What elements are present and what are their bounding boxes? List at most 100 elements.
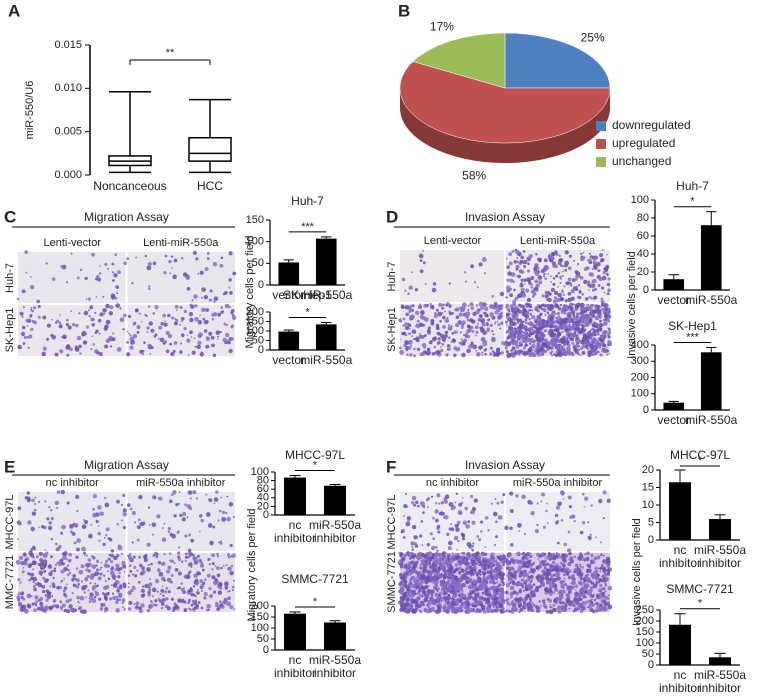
cell-stain <box>487 564 491 568</box>
cell-stain <box>63 586 68 590</box>
cell-stain <box>151 522 157 528</box>
cell-stain <box>462 601 467 605</box>
cell-stain <box>429 565 434 570</box>
cell-stain <box>48 571 53 577</box>
cell-stain <box>424 584 429 589</box>
cell-stain <box>431 336 437 342</box>
cell-stain <box>572 316 577 321</box>
cell-stain <box>459 306 462 310</box>
cell-stain <box>426 542 430 547</box>
cell-stain <box>207 523 213 528</box>
cell-stain <box>46 517 50 521</box>
cell-stain <box>224 581 229 587</box>
cell-stain <box>404 340 409 345</box>
cell-stain <box>522 324 525 327</box>
cell-stain <box>587 606 590 609</box>
cell-stain <box>189 497 192 500</box>
cell-stain <box>591 581 595 585</box>
cell-stain <box>110 293 116 299</box>
cell-stain <box>91 323 96 327</box>
cell-stain <box>601 579 605 583</box>
cell-stain <box>553 324 559 330</box>
cell-stain <box>214 577 218 581</box>
cell-stain <box>559 346 564 351</box>
cell-stain <box>479 573 482 576</box>
cell-stain <box>505 340 508 343</box>
cell-stain <box>183 600 187 604</box>
cell-stain <box>131 282 134 285</box>
cell-stain <box>571 576 576 582</box>
cell-stain <box>186 338 191 343</box>
cell-stain <box>440 510 443 512</box>
cell-stain <box>579 563 582 566</box>
cell-stain <box>522 259 528 265</box>
cell-stain <box>43 605 49 611</box>
cell-stain <box>464 280 467 283</box>
cell-stain <box>543 309 547 313</box>
y-tick-label: 0 <box>648 534 654 546</box>
cell-stain <box>534 528 539 534</box>
cell-stain <box>158 325 163 330</box>
cell-stain <box>573 597 578 601</box>
cell-stain <box>406 586 411 591</box>
cell-stain <box>479 348 482 351</box>
cell-stain <box>478 584 484 589</box>
cell-stain <box>144 584 148 588</box>
cell-stain <box>432 537 436 541</box>
cell-stain <box>55 547 60 552</box>
cell-stain <box>507 597 510 600</box>
cell-stain <box>181 257 184 260</box>
cell-stain <box>56 585 61 590</box>
cell-stain <box>526 577 531 582</box>
cell-stain <box>507 329 512 334</box>
cell-stain <box>535 605 539 610</box>
cell-stain <box>528 608 531 611</box>
cell-stain <box>66 609 71 614</box>
cell-stain <box>448 558 452 562</box>
cell-stain <box>147 586 151 589</box>
cell-stain <box>560 297 565 302</box>
cell-stain <box>427 326 431 330</box>
cell-stain <box>510 543 514 547</box>
cell-stain <box>105 319 111 325</box>
cell-stain <box>436 549 439 552</box>
cell-stain <box>208 331 213 336</box>
cell-stain <box>471 319 476 324</box>
cell-stain <box>584 604 587 607</box>
cell-stain <box>94 571 99 576</box>
cell-stain <box>415 603 419 607</box>
cell-stain <box>430 321 435 326</box>
cell-stain <box>111 592 115 595</box>
cell-stain <box>581 310 584 313</box>
cell-stain <box>556 312 560 316</box>
cell-stain <box>76 547 80 552</box>
cell-stain <box>116 347 122 352</box>
cell-stain <box>63 566 68 572</box>
cell-stain <box>456 520 461 525</box>
cell-stain <box>147 262 152 267</box>
cell-stain <box>447 336 451 340</box>
y-axis-label: miR-550/U6 <box>24 81 36 140</box>
cell-stain <box>446 555 449 558</box>
cell-stain <box>407 519 410 522</box>
cell-stain <box>215 490 219 494</box>
cell-stain <box>422 261 426 265</box>
cell-stain <box>449 582 453 586</box>
cell-stain <box>37 563 41 567</box>
cell-stain <box>514 297 518 301</box>
cell-stain <box>591 268 594 270</box>
cell-stain <box>591 303 595 307</box>
cell-stain <box>29 284 35 290</box>
y-tick-label: 200 <box>251 600 269 612</box>
cell-stain <box>541 326 544 329</box>
cell-stain <box>526 588 529 591</box>
cell-stain <box>411 495 417 501</box>
cell-stain <box>553 587 559 592</box>
cell-stain <box>148 588 152 592</box>
cell-stain <box>441 551 447 556</box>
cell-stain <box>447 593 451 597</box>
cell-stain <box>559 282 562 285</box>
cell-stain <box>120 519 123 522</box>
bar <box>278 262 300 285</box>
cell-stain <box>484 576 489 581</box>
